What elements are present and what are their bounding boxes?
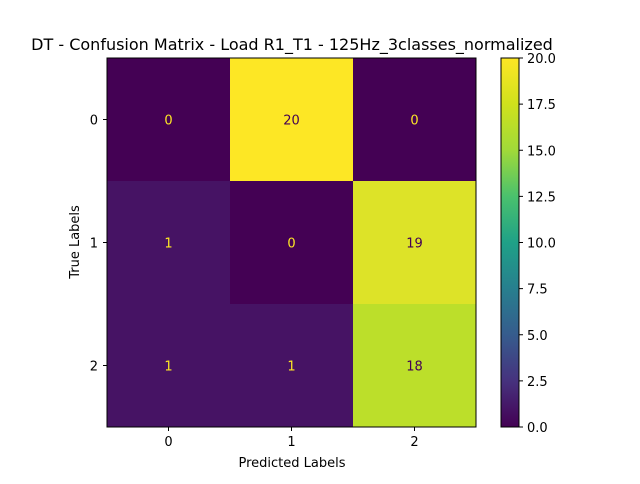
- x-axis-label: Predicted Labels: [238, 456, 345, 471]
- y-tick-label: 2: [90, 360, 98, 375]
- heatmap-cell: [353, 304, 476, 427]
- heatmap-cell: [230, 304, 353, 427]
- colorbar-gradient: [500, 57, 520, 428]
- colorbar-tick-label: 10.0: [527, 237, 556, 252]
- heatmap-cell: [107, 181, 230, 304]
- colorbar-tick-label: 2.5: [527, 375, 548, 390]
- cell-value-label: 1: [164, 360, 172, 375]
- x-tick-label: 1: [287, 435, 295, 450]
- colorbar-tick-label: 7.5: [527, 283, 548, 298]
- colorbar: 0.0 2.5 5.0 7.5 10.0 12.5 15.0 17.5 20.0: [500, 52, 556, 436]
- colorbar-tick-label: 5.0: [527, 329, 548, 344]
- colorbar-tick-label: 15.0: [527, 144, 556, 159]
- colorbar-tick-label: 20.0: [527, 52, 556, 67]
- cell-value-label: 0: [287, 237, 295, 252]
- heatmap-cell: [230, 181, 353, 304]
- cell-value-label: 0: [410, 114, 418, 129]
- cell-value-label: 1: [287, 360, 295, 375]
- heatmap-cells: 0 20 0 1 0 19 1 1 18: [107, 58, 476, 427]
- colorbar-tick-label: 12.5: [527, 190, 556, 205]
- heatmap-cell: [353, 58, 476, 181]
- cell-value-label: 0: [164, 114, 172, 129]
- chart-title: DT - Confusion Matrix - Load R1_T1 - 125…: [31, 35, 553, 55]
- x-tick-label: 0: [164, 435, 172, 450]
- cell-value-label: 19: [406, 237, 423, 252]
- colorbar-tick-label: 17.5: [527, 98, 556, 113]
- cell-value-label: 1: [164, 237, 172, 252]
- cell-value-label: 18: [406, 360, 423, 375]
- heatmap-cell: [353, 181, 476, 304]
- y-tick-label: 0: [90, 114, 98, 129]
- heatmap-cell: [107, 304, 230, 427]
- y-axis-label: True Labels: [68, 205, 83, 280]
- x-tick-label: 2: [410, 435, 418, 450]
- cell-value-label: 20: [283, 114, 300, 129]
- heatmap-cell: [107, 58, 230, 181]
- colorbar-tick-label: 0.0: [527, 421, 548, 436]
- y-tick-label: 1: [90, 237, 98, 252]
- heatmap-cell: [230, 58, 353, 181]
